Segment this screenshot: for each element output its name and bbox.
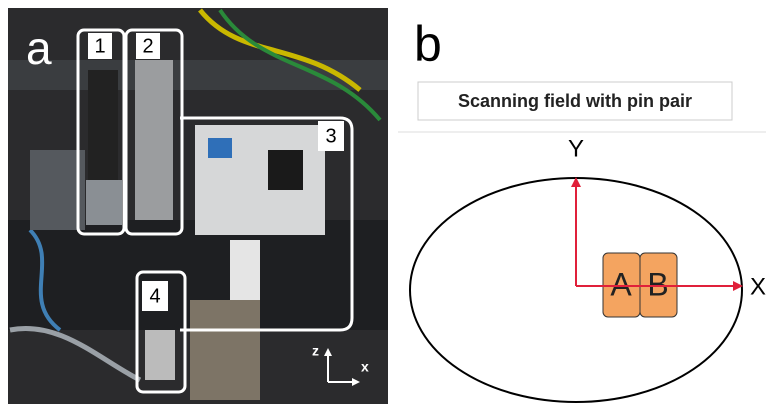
photo-panel (8, 8, 388, 404)
axis-label: Y (568, 135, 584, 162)
pin-label: B (647, 266, 668, 302)
axis-label: x (361, 359, 369, 375)
region-label: 2 (142, 35, 153, 57)
machine-part (86, 180, 122, 225)
region-label: 3 (325, 125, 336, 147)
region-label: 4 (149, 285, 160, 307)
panel-title: Scanning field with pin pair (458, 91, 692, 111)
figure: a 1 2 3 4 z x b Scanning field with pin … (0, 0, 766, 408)
machine-part (230, 240, 260, 310)
pin-label: A (610, 266, 632, 302)
machine-part (135, 60, 173, 220)
label-sticker (208, 138, 232, 158)
photo-rail (8, 60, 388, 90)
axis-label: X (750, 273, 766, 300)
region-label: 1 (94, 35, 105, 57)
machine-part (190, 300, 260, 400)
machine-part (145, 330, 175, 380)
panel-label: b (414, 16, 442, 72)
label-sticker (268, 150, 303, 190)
panel-label: a (26, 22, 52, 74)
axis-label: z (312, 343, 319, 359)
